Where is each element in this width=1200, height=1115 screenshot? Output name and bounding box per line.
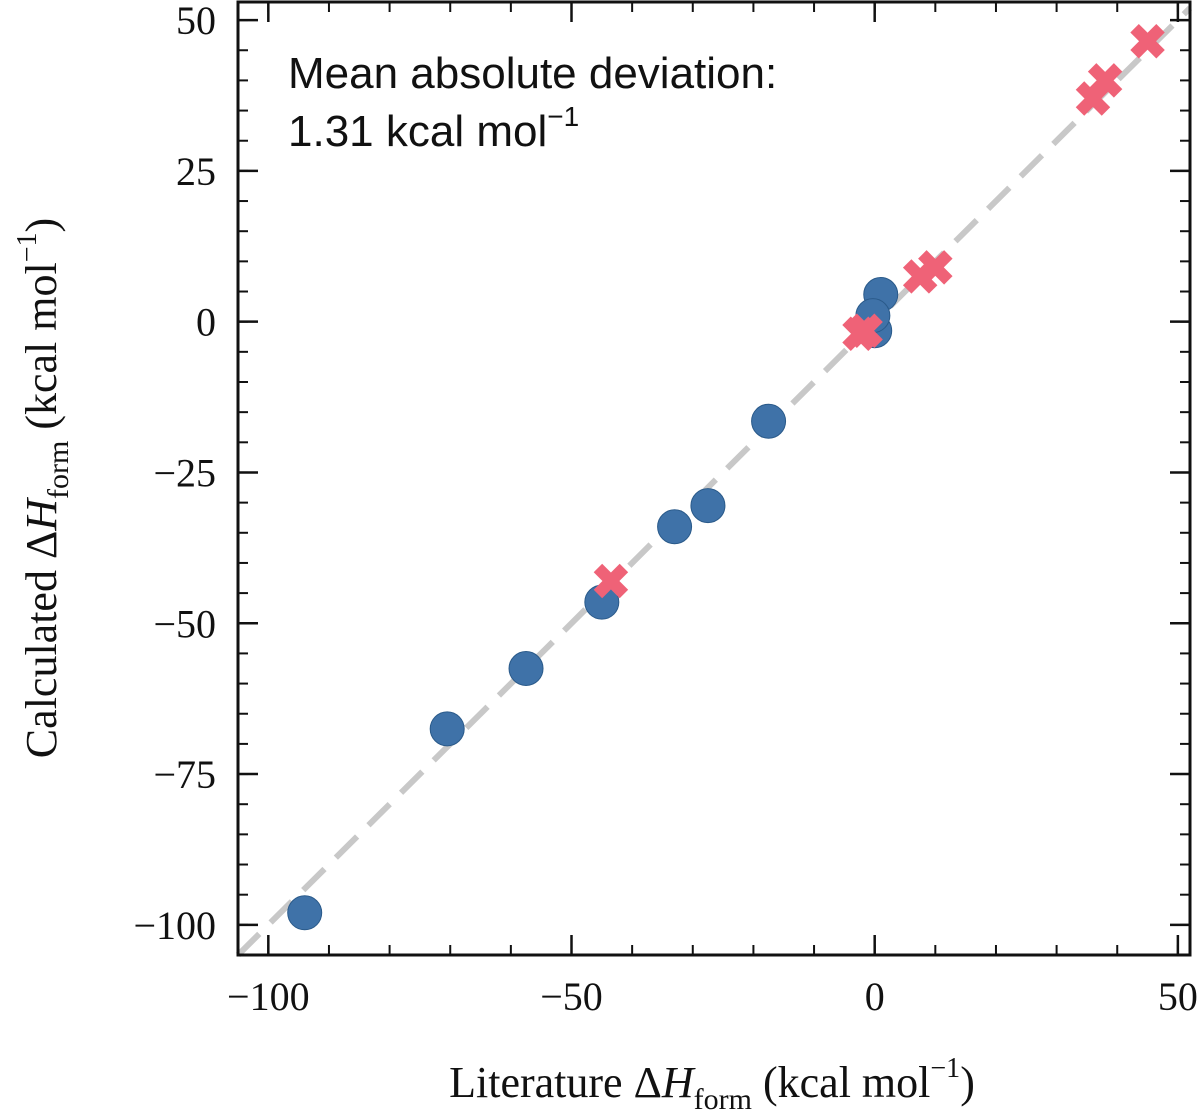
x-tick-label: 50	[1158, 974, 1198, 1019]
y-tick-label: 50	[176, 0, 216, 43]
data-point-cross	[1130, 23, 1165, 59]
data-point-cross	[918, 250, 953, 285]
y-axis-label: Calculated ΔHform (kcal mol−1)	[12, 218, 75, 758]
cross-stroke	[593, 563, 629, 599]
annotation-line-2: 1.31 kcal mol−1	[288, 101, 579, 156]
x-axis-label: Literature ΔHform (kcal mol−1)	[449, 1053, 975, 1115]
cross-stroke	[848, 313, 883, 348]
cross-stroke	[1130, 23, 1165, 59]
data-point-circle	[508, 650, 544, 686]
data-point-circle	[287, 895, 323, 931]
y-tick-label: −50	[153, 601, 216, 646]
x-tick-label: −100	[227, 974, 310, 1019]
data-point-cross	[1087, 63, 1123, 98]
axes-frame	[236, 0, 1192, 957]
data-point-cross	[593, 563, 629, 599]
data-point-circle	[429, 711, 465, 747]
annotation-value: 1.31 kcal mol	[288, 107, 547, 156]
data-point-circle	[690, 488, 726, 524]
data-point-cross	[848, 313, 883, 348]
data-point-circle	[657, 509, 693, 545]
y-tick-label: 25	[176, 149, 216, 194]
y-tick-label: −75	[153, 752, 216, 797]
reference-line	[235, 5, 1193, 958]
reference-line-layer	[235, 5, 1193, 958]
data-point-circle	[751, 403, 787, 439]
cross-stroke	[1087, 63, 1123, 98]
x-tick-label: 0	[865, 974, 885, 1019]
annotation-superscript: −1	[547, 101, 579, 132]
y-tick-label: 0	[196, 300, 216, 345]
data-points-layer	[287, 23, 1165, 931]
x-tick-label: −50	[540, 974, 603, 1019]
ticks-layer: −100 −50 0 50 −100 −75 −50 −25 0 25 50	[133, 0, 1197, 1019]
y-tick-label: −25	[153, 450, 216, 495]
cross-stroke	[918, 250, 953, 285]
y-tick-label: −100	[133, 903, 216, 948]
annotation-line-1: Mean absolute deviation:	[288, 49, 777, 98]
